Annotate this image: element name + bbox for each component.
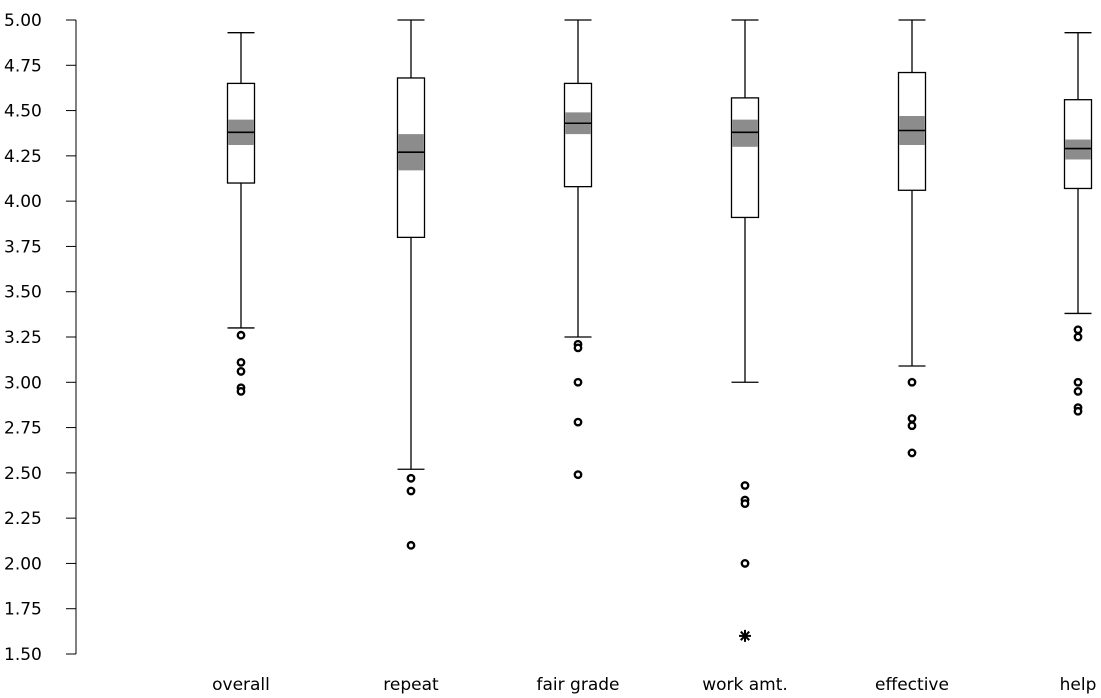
outlier-point [573, 470, 583, 480]
outlier-point [406, 486, 416, 496]
x-axis-labels: overall repeat fair grade work amt. effectiv… [212, 675, 1096, 695]
outlier-point [236, 367, 246, 376]
y-tick-label: 4.50 [4, 102, 42, 122]
outlier-point [406, 540, 416, 550]
outlier-point [236, 386, 246, 396]
outlier-point [573, 343, 583, 353]
y-tick-label: 1.75 [4, 600, 42, 620]
extreme-outlier-point [739, 629, 751, 642]
median-ci-band [732, 119, 758, 147]
y-tick-label: 3.50 [4, 283, 42, 303]
outlier-point [573, 377, 583, 387]
y-tick-label: 2.75 [4, 419, 42, 439]
y-tick-label: 3.75 [4, 237, 42, 257]
outlier-point [1073, 332, 1083, 342]
outlier-point [907, 448, 917, 458]
plot-area [226, 19, 1093, 642]
outlier-point [406, 473, 416, 483]
category-label: work amt. [702, 675, 788, 695]
y-tick-label: 3.25 [4, 328, 42, 348]
outlier-point [1073, 377, 1083, 387]
outlier-point [1073, 325, 1083, 335]
outlier-point [236, 330, 246, 340]
y-tick-label: 2.50 [4, 464, 42, 484]
outlier-point [1073, 386, 1083, 396]
extreme-outlier-stroke [740, 630, 750, 641]
category-label: help [1060, 675, 1097, 695]
box-1 [226, 32, 256, 396]
box-3 [563, 19, 593, 480]
category-label: overall [212, 675, 270, 695]
y-tick-label: 3.00 [4, 373, 42, 393]
category-label: repeat [383, 675, 439, 695]
box-body [730, 97, 760, 219]
y-tick-label: 2.25 [4, 509, 42, 529]
box-2 [396, 19, 426, 550]
outlier-point [907, 421, 917, 431]
outlier-point [740, 499, 750, 509]
outlier-point [907, 414, 917, 423]
outlier-point [1073, 406, 1083, 416]
y-tick-label: 5.00 [4, 11, 42, 31]
outlier-point [236, 357, 246, 367]
box-4 [730, 19, 760, 642]
box-6 [1063, 32, 1093, 416]
y-tick-label: 4.00 [4, 192, 42, 212]
category-label: fair grade [537, 675, 620, 695]
box-body [563, 82, 593, 188]
outlier-point [740, 559, 750, 568]
y-tick-label: 2.00 [4, 554, 42, 574]
box-5 [897, 19, 927, 458]
outlier-point [573, 417, 583, 427]
y-tick-label: 4.25 [4, 147, 42, 167]
outlier-point [907, 377, 917, 387]
median-ci-band [1065, 139, 1091, 160]
outlier-point [740, 481, 750, 490]
y-axis: 1.50 1.75 2.00 2.25 2.50 2.75 3.00 3.25 3.50 3.75… [4, 11, 77, 665]
category-label: effective [875, 675, 949, 695]
y-tick-label: 1.50 [4, 645, 42, 665]
y-tick-label: 4.75 [4, 56, 42, 76]
